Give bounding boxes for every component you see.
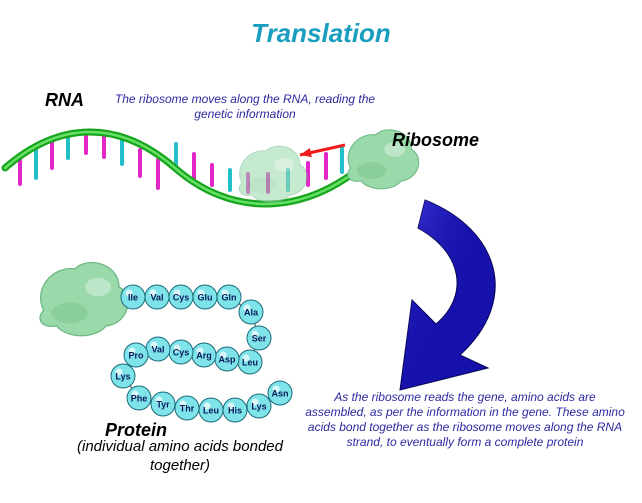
amino-label: Leu	[203, 405, 219, 415]
ribosome-ghost	[239, 146, 307, 202]
ribosome-label: Ribosome	[392, 130, 479, 151]
amino-label: Cys	[173, 292, 190, 302]
amino-label: Tyr	[156, 399, 170, 409]
ribosome-on-protein	[40, 263, 128, 336]
protein-subcaption: (individual amino acids bonded together)	[65, 438, 295, 476]
amino-label: Lys	[115, 371, 130, 381]
amino-chain: Ile Val Cys Glu Gln Ala Ser Leu Asp Arg Cys Val Pro L…	[111, 285, 292, 422]
top-caption: The ribosome moves along the RNA, readin…	[95, 92, 395, 122]
amino-label: Lys	[251, 401, 266, 411]
amino-label: Asp	[218, 354, 236, 364]
amino-label: Val	[151, 344, 164, 354]
amino-label: His	[228, 405, 242, 415]
amino-label: Ser	[252, 333, 267, 343]
amino-label: Val	[150, 292, 163, 302]
amino-label: Gln	[222, 292, 237, 302]
amino-label: Leu	[242, 357, 258, 367]
rna-label: RNA	[45, 90, 84, 111]
amino-label: Arg	[196, 350, 212, 360]
amino-label: Asn	[271, 388, 288, 398]
amino-label: Ala	[244, 307, 259, 317]
amino-label: Thr	[180, 403, 195, 413]
amino-label: Glu	[198, 292, 213, 302]
diagram-stage: Translation IleValCysGluGlnAlaSerLeuAspA…	[0, 0, 642, 503]
amino-label: Pro	[128, 350, 144, 360]
amino-label: Phe	[131, 393, 148, 403]
amino-label: Cys	[173, 347, 190, 357]
bottom-caption: As the ribosome reads the gene, amino ac…	[305, 390, 625, 450]
big-arrow	[400, 200, 495, 390]
amino-label: Ile	[128, 292, 138, 302]
